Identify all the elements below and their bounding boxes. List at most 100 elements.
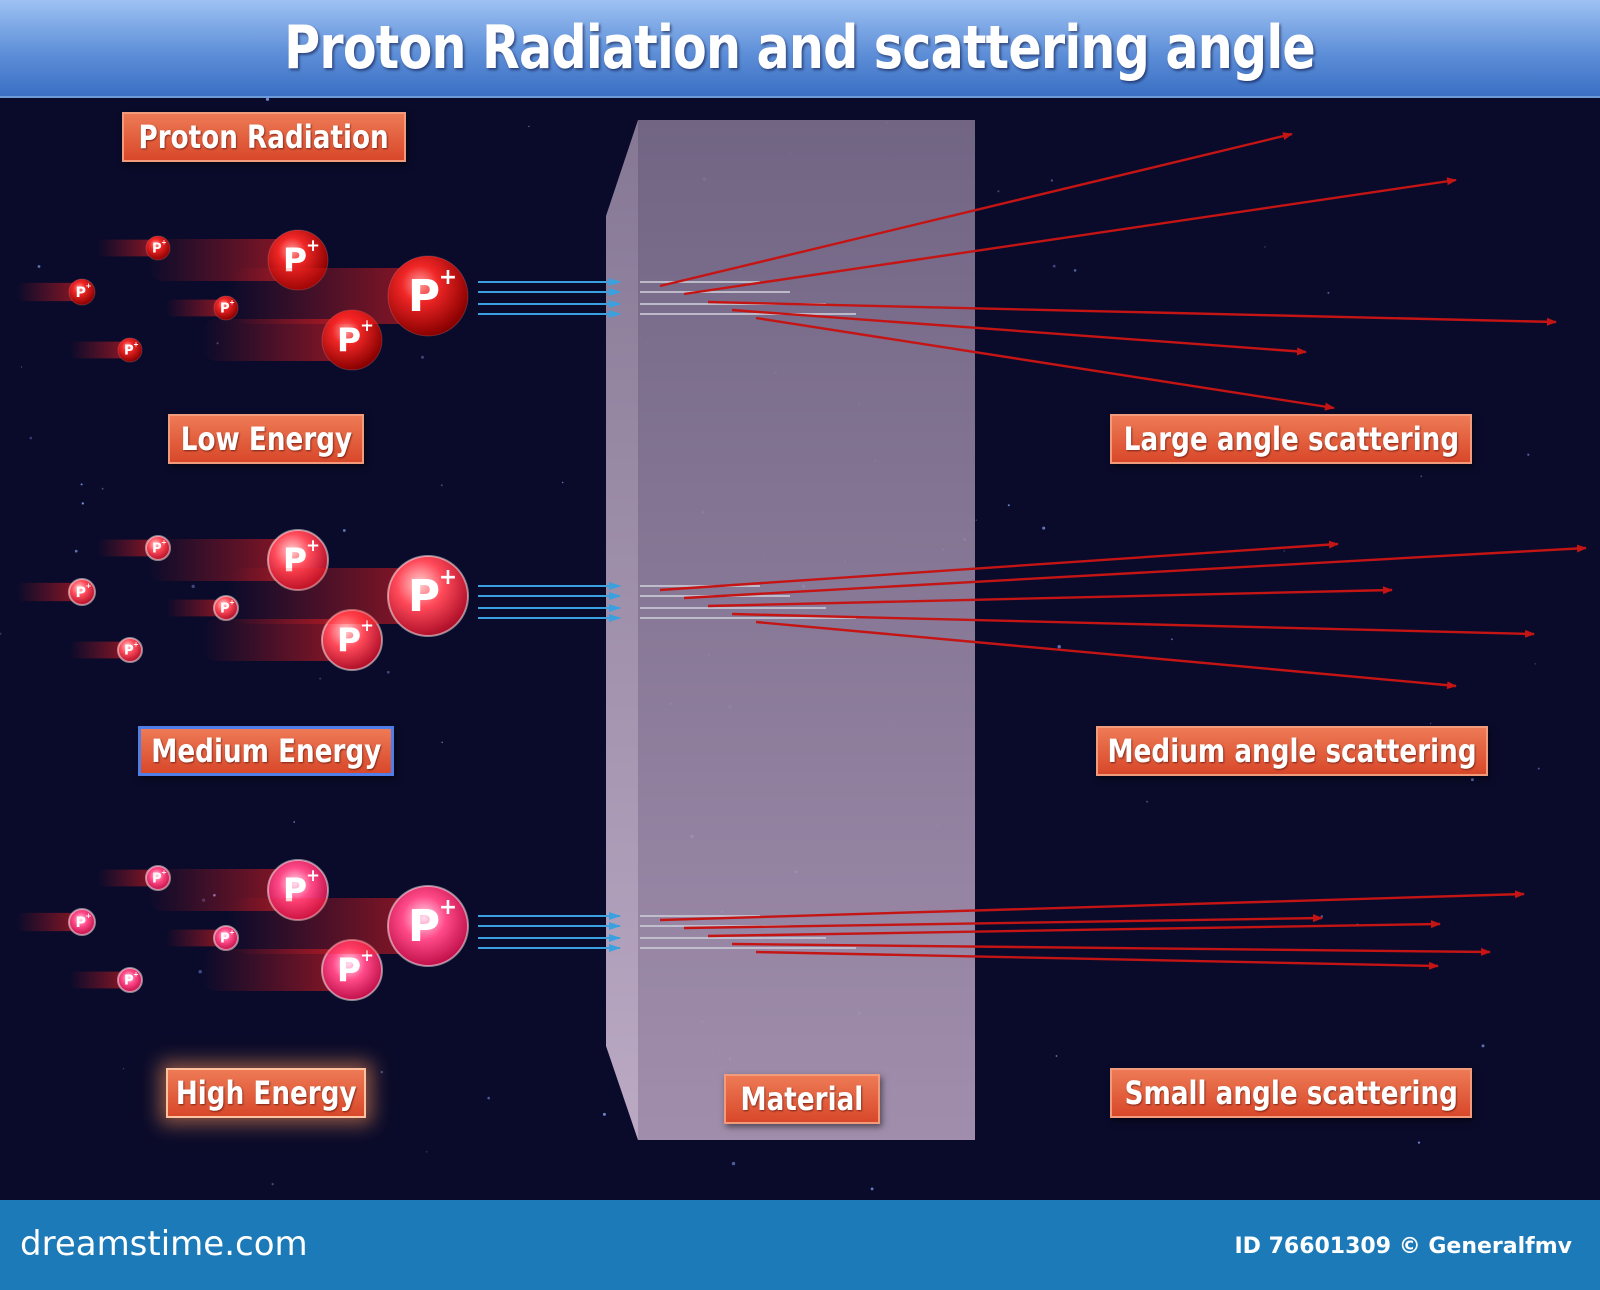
scattered-arrow bbox=[683, 177, 1457, 296]
proton-sphere bbox=[117, 967, 143, 993]
label-proton-radiation: Proton Radiation bbox=[122, 112, 406, 162]
proton-label: P bbox=[220, 932, 230, 947]
label-low-energy: Low Energy bbox=[168, 414, 364, 464]
scattered-arrow bbox=[683, 544, 1587, 600]
motion-trail bbox=[17, 282, 82, 302]
star bbox=[271, 1183, 274, 1186]
star bbox=[1171, 638, 1173, 641]
star bbox=[421, 355, 424, 359]
star bbox=[1007, 504, 1010, 507]
star bbox=[1073, 269, 1077, 272]
proton-sphere bbox=[387, 555, 469, 637]
star bbox=[997, 190, 1000, 193]
proton-label: P bbox=[75, 915, 85, 931]
motion-trail bbox=[166, 599, 226, 617]
scattered-arrow bbox=[707, 300, 1557, 326]
scattered-arrow bbox=[755, 950, 1439, 970]
motion-trail bbox=[202, 619, 352, 661]
footer-bar: dreamstime.com ID 76601309 © Generalfmv bbox=[0, 1200, 1600, 1290]
star bbox=[1417, 1141, 1421, 1144]
motion-trail bbox=[98, 539, 158, 557]
proton-charge: + bbox=[85, 911, 91, 920]
proton-label: P bbox=[124, 344, 134, 359]
star bbox=[1534, 663, 1536, 665]
proton-charge: + bbox=[133, 340, 139, 348]
star bbox=[380, 1070, 383, 1074]
scattered-arrow bbox=[659, 540, 1339, 592]
star bbox=[1052, 264, 1056, 268]
motion-trail bbox=[17, 582, 82, 602]
star bbox=[319, 677, 322, 680]
star bbox=[80, 483, 83, 486]
proton-label: P bbox=[337, 620, 361, 659]
proton-charge: + bbox=[439, 265, 457, 290]
scattered-arrow bbox=[707, 920, 1441, 938]
proton-label: P bbox=[408, 901, 440, 952]
star bbox=[440, 484, 443, 487]
star bbox=[1470, 778, 1474, 782]
proton-label: P bbox=[75, 285, 85, 301]
proton-label: P bbox=[408, 571, 440, 622]
star bbox=[1537, 767, 1540, 770]
scattered-arrow bbox=[731, 308, 1307, 356]
star bbox=[1146, 800, 1148, 803]
star bbox=[487, 1096, 491, 1100]
label-small-angle-scattering: Small angle scattering bbox=[1110, 1068, 1472, 1118]
scattered-arrow bbox=[659, 132, 1293, 288]
motion-trail bbox=[228, 568, 428, 624]
diagram-canvas: P+P+P+P+P+P+P+P+P+P+P+P+P+P+P+P+P+P+P+P+… bbox=[0, 97, 1587, 1191]
material-block bbox=[606, 120, 975, 1140]
star bbox=[29, 436, 33, 440]
star bbox=[74, 549, 78, 553]
star bbox=[602, 1112, 606, 1116]
star bbox=[1042, 526, 1046, 530]
diagram-scene: P+P+P+P+P+P+P+P+P+P+P+P+P+P+P+P+P+P+P+P+… bbox=[0, 96, 1600, 1200]
beam-layer bbox=[478, 132, 1587, 970]
footer-brand: dreamstime.com bbox=[20, 1224, 308, 1264]
proton-group: P+P+P+P+P+P+P+ bbox=[17, 859, 469, 1001]
star bbox=[426, 1151, 428, 1153]
proton-sphere bbox=[117, 637, 143, 663]
proton-charge: + bbox=[85, 581, 91, 590]
label-material: Material bbox=[724, 1074, 880, 1124]
motion-trail bbox=[70, 641, 130, 659]
scattered-arrow bbox=[731, 942, 1491, 956]
proton-charge: + bbox=[133, 640, 139, 648]
star bbox=[122, 1068, 125, 1070]
star bbox=[1055, 1055, 1058, 1057]
star bbox=[101, 487, 104, 490]
proton-charge: + bbox=[439, 565, 457, 590]
proton-label: P bbox=[220, 302, 230, 317]
motion-trail bbox=[98, 869, 158, 887]
label-high-energy: High Energy bbox=[166, 1068, 366, 1118]
star bbox=[562, 481, 564, 484]
star bbox=[1283, 550, 1285, 552]
star bbox=[441, 741, 444, 744]
label-medium-energy: Medium Energy bbox=[138, 726, 394, 776]
star bbox=[975, 519, 977, 521]
star bbox=[528, 125, 530, 128]
motion-trail bbox=[70, 971, 130, 989]
proton-label: P bbox=[220, 602, 230, 617]
proton-charge: + bbox=[85, 281, 91, 290]
beam-set bbox=[478, 890, 1525, 970]
scattered-arrow bbox=[731, 612, 1535, 638]
star bbox=[1057, 645, 1061, 649]
proton-sphere bbox=[68, 908, 96, 936]
scattered-arrow bbox=[659, 890, 1525, 922]
proton-label: P bbox=[75, 585, 85, 601]
proton-charge: + bbox=[133, 970, 139, 978]
star bbox=[20, 366, 23, 368]
proton-charge: + bbox=[306, 866, 320, 885]
proton-group: P+P+P+P+P+P+P+ bbox=[17, 229, 469, 371]
star bbox=[81, 502, 85, 505]
star bbox=[293, 821, 296, 823]
page-title: Proton Radiation and scattering angle bbox=[284, 13, 1317, 83]
star bbox=[265, 97, 270, 101]
scattered-arrow bbox=[707, 586, 1393, 608]
proton-charge: + bbox=[306, 236, 320, 255]
star bbox=[37, 265, 41, 268]
motion-trail bbox=[166, 299, 226, 317]
star bbox=[731, 1161, 736, 1166]
proton-sphere bbox=[68, 578, 96, 606]
